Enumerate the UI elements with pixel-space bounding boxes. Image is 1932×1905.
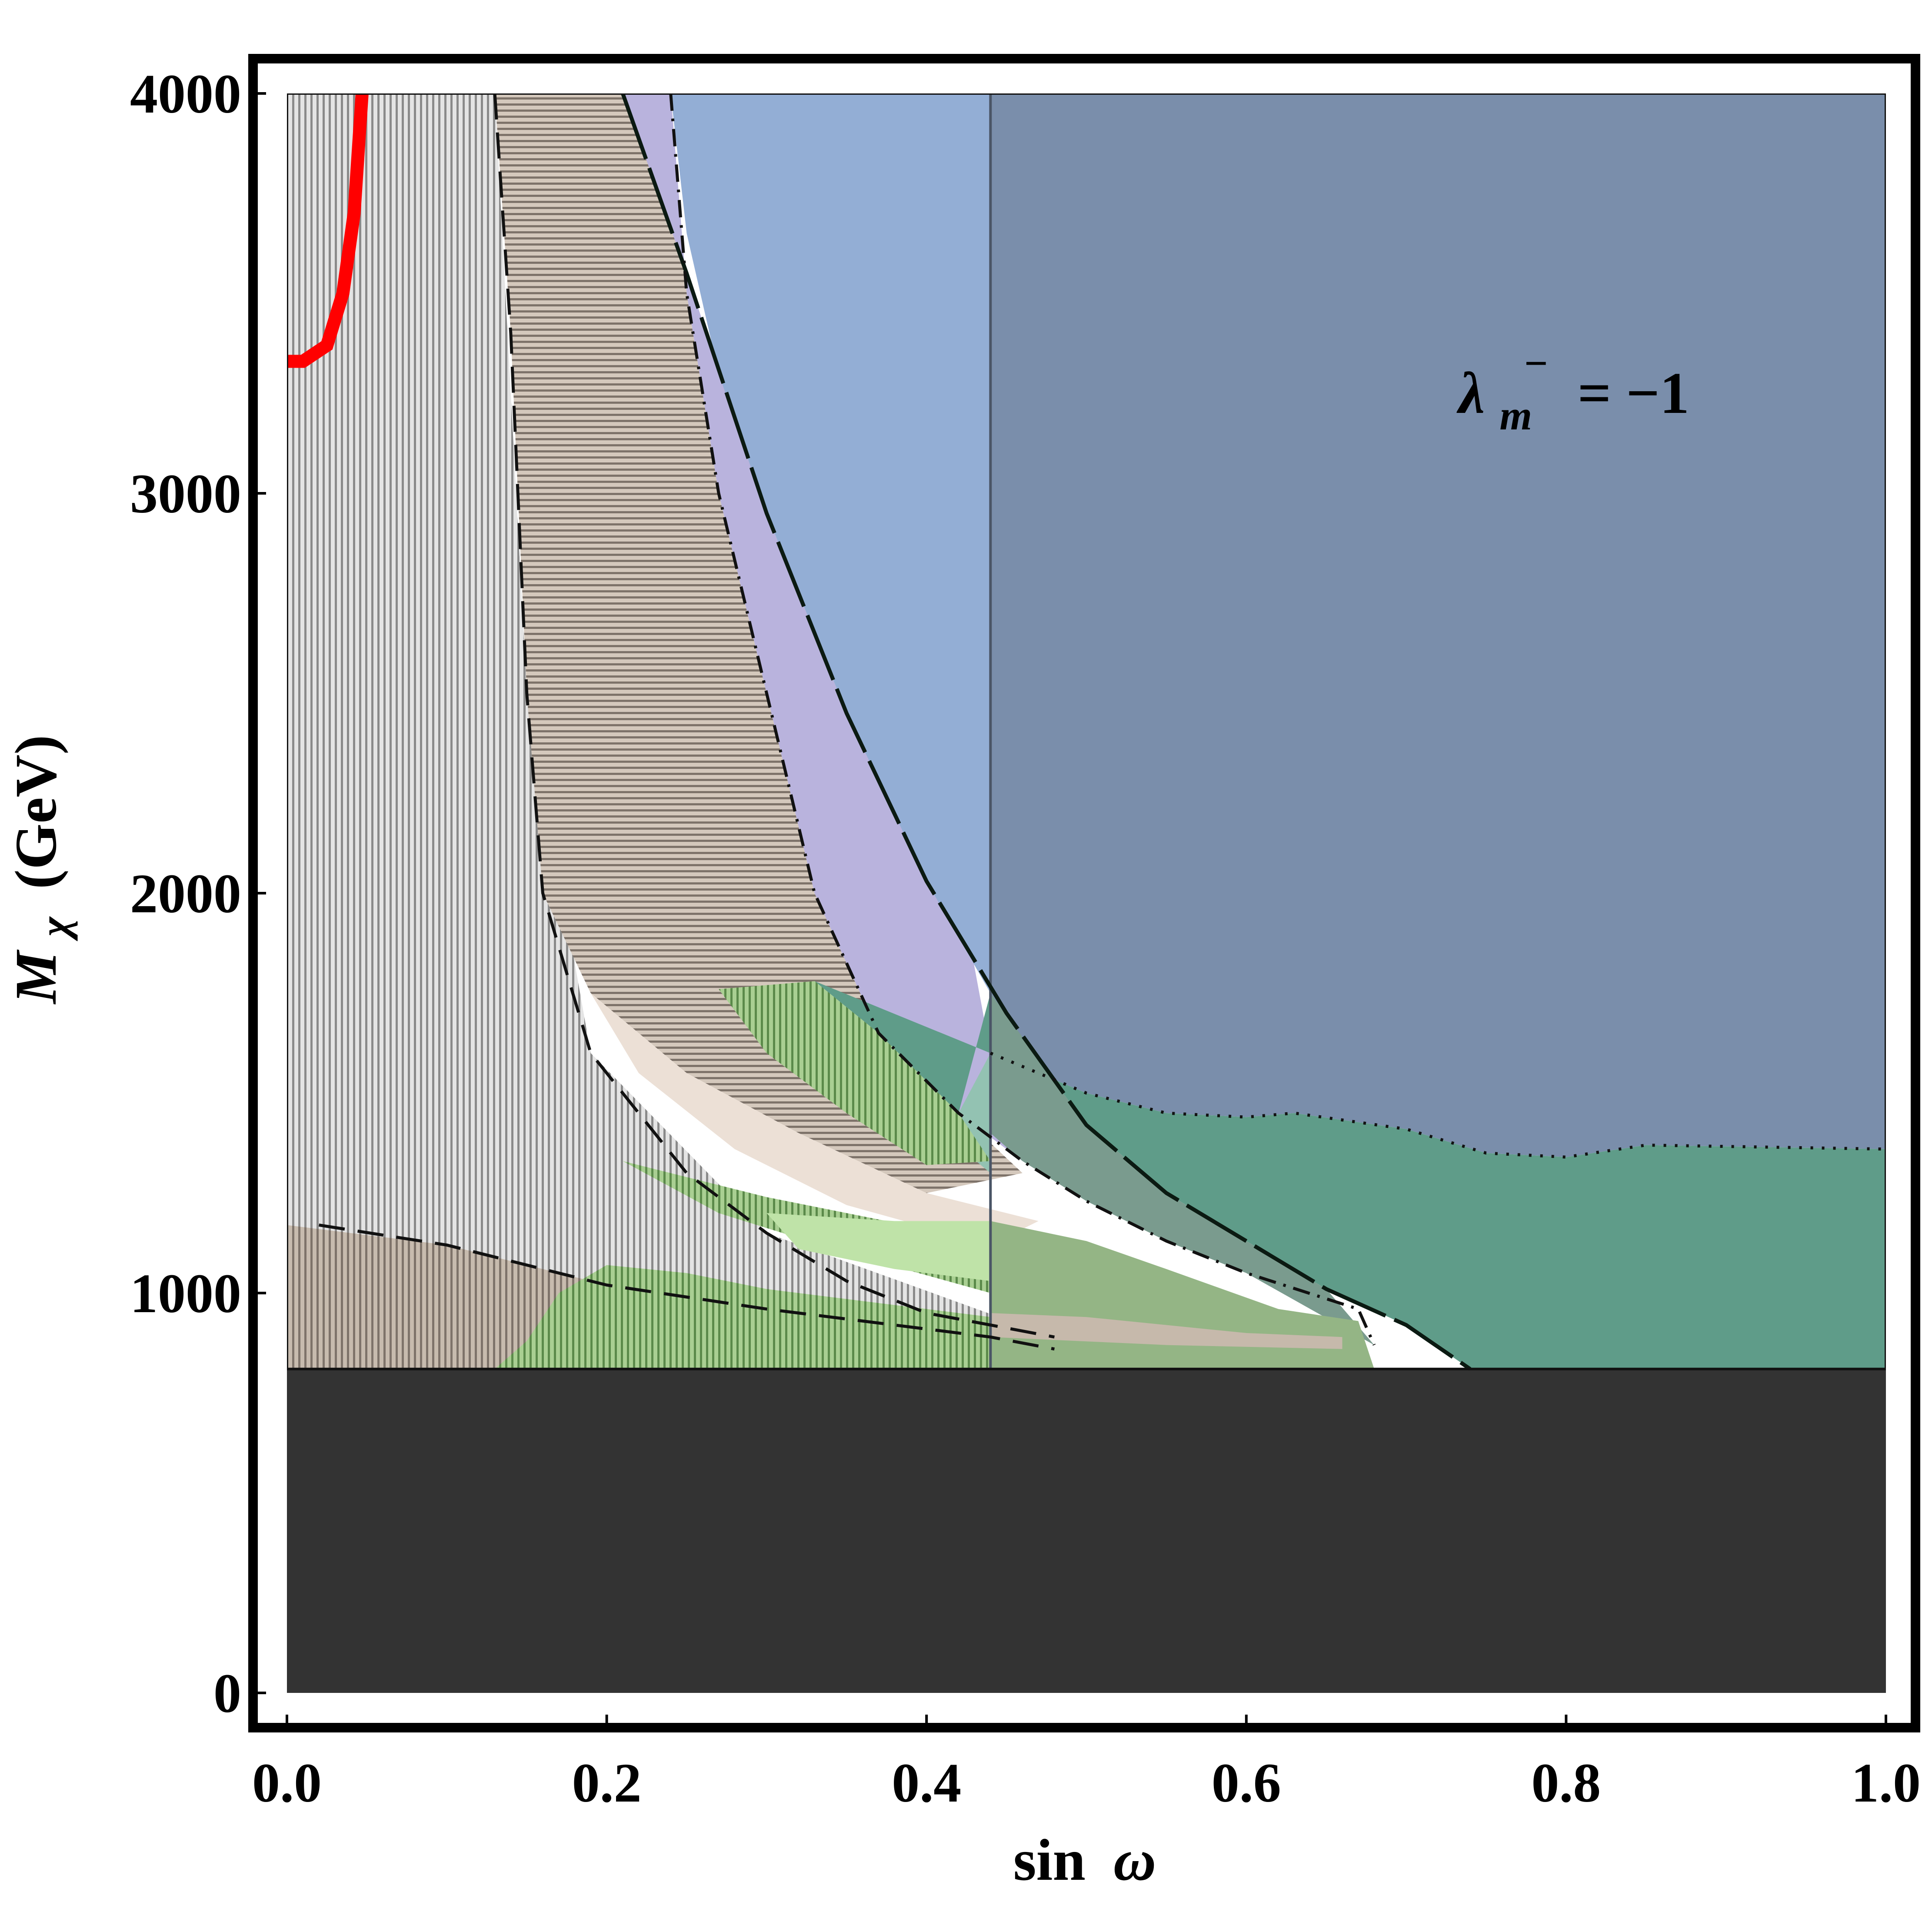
ticks-layer: 0.0 0.2 0.4 0.6 0.8 1.0 0 1000 2000 3000 4000 [130,63,1921,1814]
curve-low-dash [319,1223,1055,1351]
y-tick-label-2: 2000 [130,863,241,924]
grey-green-region [990,993,1374,1345]
x-tick-label-5: 1.0 [1851,1752,1921,1814]
y-tick-label-0: 0 [213,1662,241,1724]
x-tick-label-4: 0.8 [1531,1752,1601,1814]
curves-layer [287,93,1886,1371]
y-tick-label-4: 4000 [130,63,241,125]
regions-layer [287,93,1886,1693]
data-domain-border [287,93,1886,1370]
x-tick-label-1: 0.2 [572,1752,642,1814]
pale-wedge [590,993,1039,1245]
y-tick-label-1: 1000 [130,1263,241,1324]
green-hatch-upper [719,981,991,1165]
x-tick-label-3: 0.6 [1212,1752,1281,1814]
grey-hatched-region-2 [463,93,1055,1369]
x-axis-title: sin ω [1013,1828,1156,1893]
blue-region [670,93,991,993]
teal-region [814,981,1886,1369]
slate-region [990,93,1886,1157]
lavender-region [623,93,1023,1161]
y-tick-label-3: 3000 [130,463,241,525]
tan-strip [990,1313,1342,1349]
curve-dash-dot [669,93,1376,1346]
curve-long-dash [493,93,1055,1339]
tan-hatched-band [463,93,1023,1193]
excluded-band [287,1369,1886,1693]
curve-solid-long-dash [621,93,1472,1371]
x-tick-label-2: 0.4 [892,1752,961,1814]
y-axis-title: M χ (GeV) [3,735,82,1005]
x-tick-label-0: 0.0 [252,1752,322,1814]
grey-hatched-region [287,93,463,1369]
light-green-region [766,1213,991,1281]
curve-red [287,93,369,368]
lambda-annotation: λ m − = −1 [1456,325,1689,442]
